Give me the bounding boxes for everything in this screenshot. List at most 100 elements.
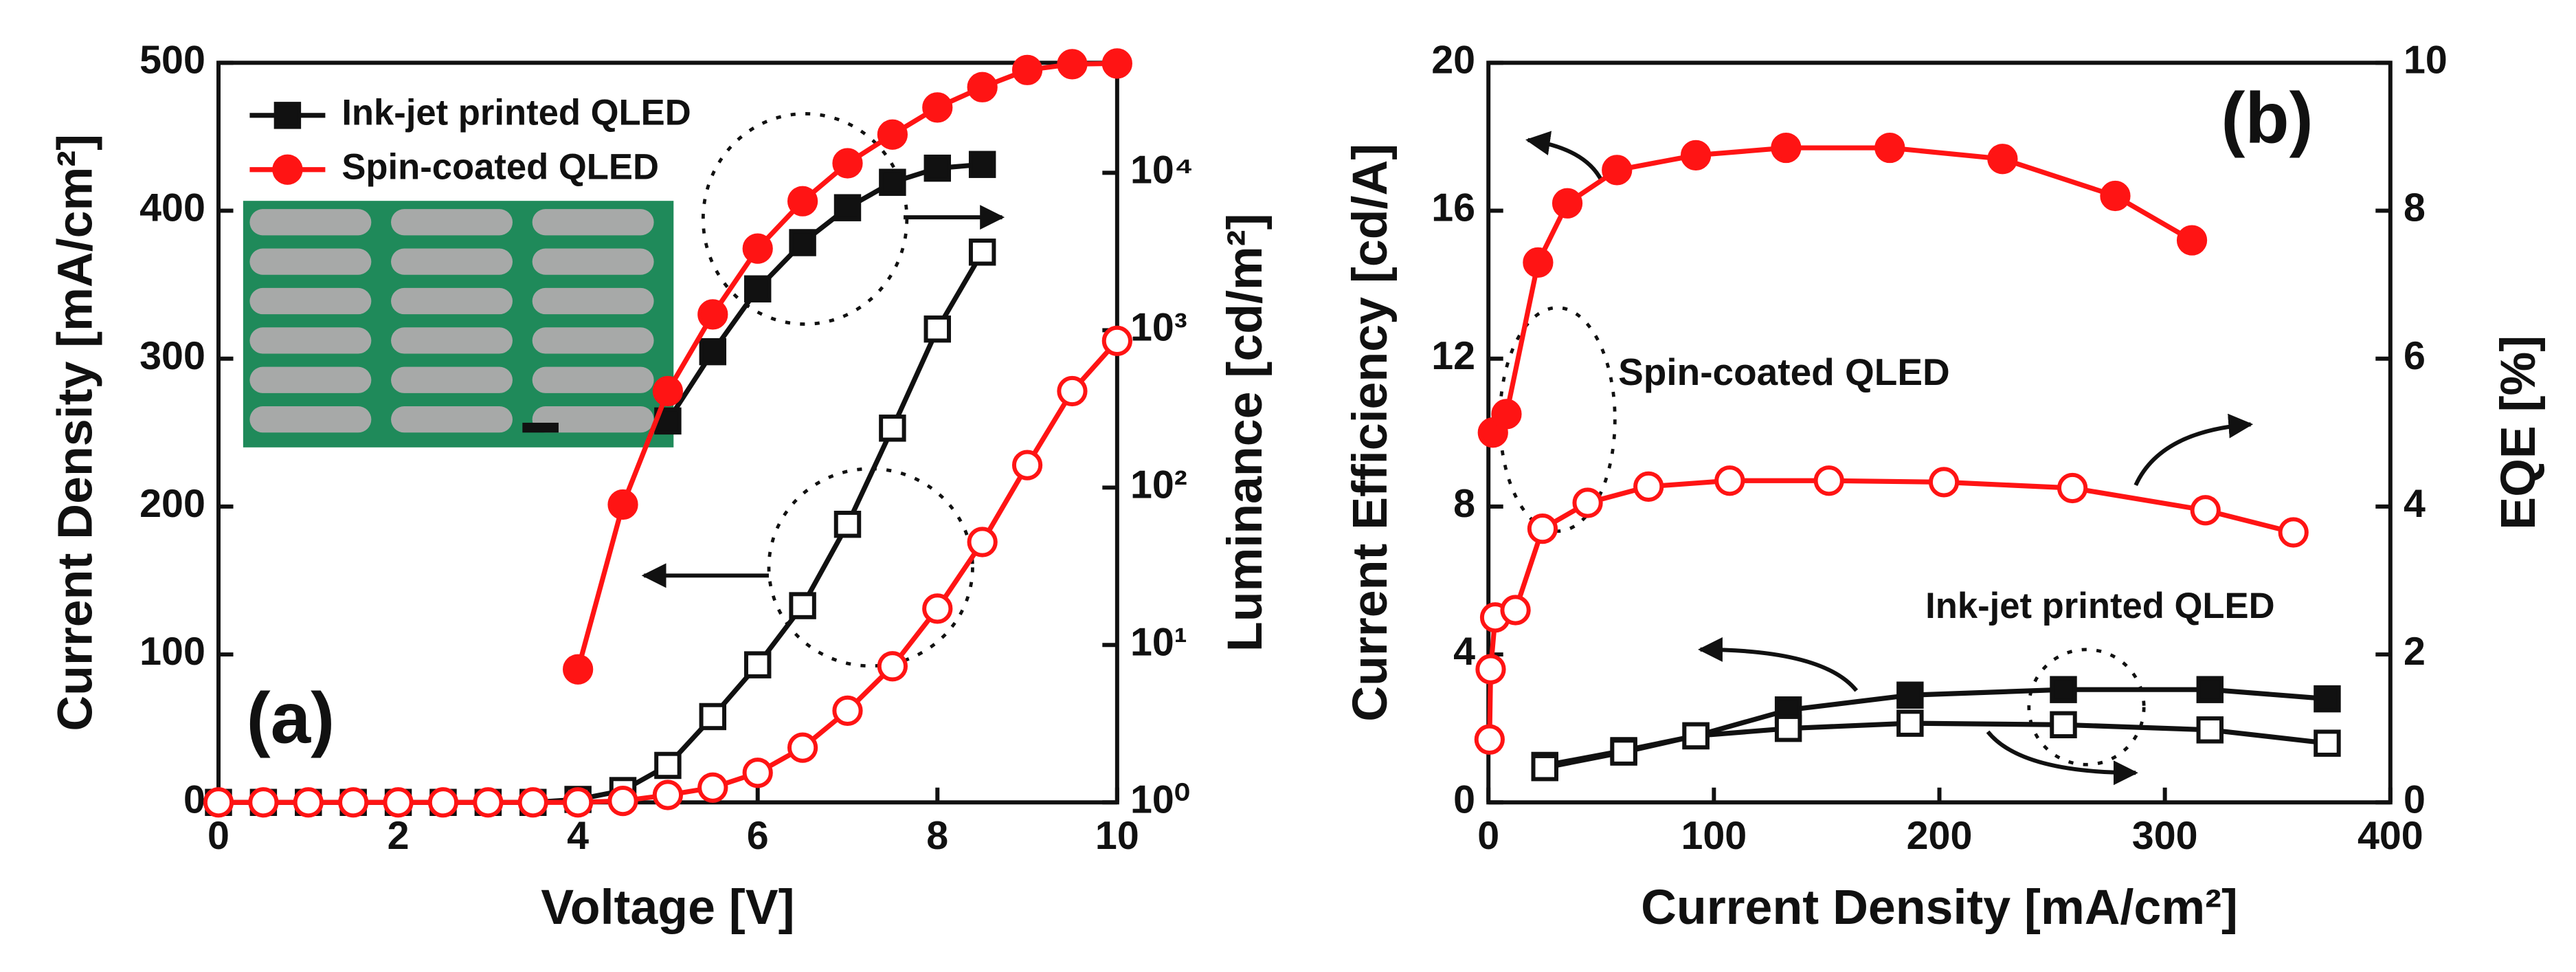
marker bbox=[517, 787, 548, 818]
y-axis-label: Current Efficiency [cd/A] bbox=[1343, 144, 1398, 722]
marker bbox=[742, 758, 773, 788]
marker bbox=[968, 239, 996, 266]
annotation: (b) bbox=[2221, 78, 2313, 159]
x-tick-label: 200 bbox=[1907, 814, 1973, 858]
marker bbox=[832, 148, 863, 179]
annotation: Spin-coated QLED bbox=[1618, 351, 1950, 393]
marker bbox=[1874, 132, 1905, 164]
y2-tick-label: 10⁴ bbox=[1130, 148, 1194, 192]
y2-tick-label: 10¹ bbox=[1130, 620, 1187, 664]
x-tick-label: 400 bbox=[2357, 814, 2423, 858]
marker bbox=[1011, 54, 1043, 85]
marker bbox=[787, 186, 818, 217]
y-tick-label: 100 bbox=[139, 630, 205, 674]
x-tick-label: 100 bbox=[1681, 814, 1747, 858]
marker bbox=[877, 651, 908, 682]
y2-tick-label: 10² bbox=[1130, 463, 1187, 507]
y-tick-label: 16 bbox=[1431, 186, 1475, 230]
marker bbox=[338, 787, 369, 818]
x-tick-label: 0 bbox=[1477, 814, 1499, 858]
y-tick-label: 12 bbox=[1431, 334, 1475, 378]
y-tick-label: 8 bbox=[1453, 482, 1475, 526]
legend-label: Spin-coated QLED bbox=[341, 147, 659, 188]
x-tick-label: 4 bbox=[567, 814, 589, 858]
y2-tick-label: 2 bbox=[2404, 630, 2426, 674]
marker bbox=[1987, 144, 2018, 175]
y-tick-label: 4 bbox=[1453, 630, 1475, 674]
marker bbox=[563, 787, 594, 818]
marker bbox=[743, 651, 772, 678]
y-tick-label: 0 bbox=[1453, 777, 1475, 821]
annotation-shapes bbox=[641, 112, 2254, 786]
marker bbox=[1474, 724, 1505, 755]
marker bbox=[879, 415, 906, 442]
legend-label: Ink-jet printed QLED bbox=[341, 93, 691, 133]
marker bbox=[1527, 513, 1558, 544]
marker bbox=[1531, 753, 1558, 782]
y2-tick-label: 6 bbox=[2404, 334, 2426, 378]
inset-micrograph bbox=[243, 201, 674, 448]
y2-tick-label: 4 bbox=[2404, 482, 2426, 526]
marker bbox=[1057, 49, 1088, 80]
marker bbox=[1057, 375, 1088, 407]
x-tick-label: 8 bbox=[926, 814, 948, 858]
marker bbox=[923, 154, 951, 182]
marker bbox=[1552, 188, 1583, 219]
x-axis-label: Current Density [mA/cm²] bbox=[1641, 880, 2238, 935]
marker bbox=[699, 703, 727, 731]
marker bbox=[654, 751, 682, 780]
annotation: Ink-jet printed QLED bbox=[1925, 586, 2274, 626]
marker bbox=[1523, 247, 1554, 278]
marker bbox=[1633, 471, 1664, 502]
marker bbox=[699, 338, 727, 366]
y-axis-label: Current Density [mA/cm²] bbox=[48, 134, 103, 731]
marker bbox=[879, 168, 906, 196]
marker bbox=[607, 489, 638, 520]
marker bbox=[922, 92, 953, 123]
y-tick-label: 20 bbox=[1431, 38, 1475, 82]
marker bbox=[2196, 716, 2224, 744]
marker bbox=[1680, 140, 1712, 170]
marker bbox=[607, 785, 638, 817]
legend-marker bbox=[273, 102, 302, 129]
marker bbox=[968, 151, 996, 178]
marker bbox=[1011, 450, 1043, 481]
marker bbox=[2196, 676, 2224, 703]
marker bbox=[2190, 495, 2221, 526]
marker bbox=[1610, 738, 1637, 766]
marker bbox=[1682, 722, 1710, 750]
marker bbox=[293, 787, 324, 818]
marker bbox=[2100, 180, 2131, 212]
y2-tick-label: 10 bbox=[2404, 38, 2448, 82]
marker bbox=[473, 787, 504, 818]
marker bbox=[2050, 711, 2077, 739]
y-tick-label: 400 bbox=[139, 186, 205, 230]
marker bbox=[1475, 654, 1506, 685]
marker bbox=[248, 787, 279, 818]
y2-tick-label: 8 bbox=[2404, 186, 2426, 230]
marker bbox=[2278, 517, 2309, 548]
marker bbox=[877, 119, 908, 150]
marker bbox=[789, 592, 816, 619]
y2-tick-label: 0 bbox=[2404, 777, 2426, 821]
marker bbox=[1101, 325, 1132, 356]
marker bbox=[743, 275, 772, 302]
marker bbox=[2314, 685, 2341, 713]
marker bbox=[2050, 676, 2077, 703]
x-axis-label: Voltage [V] bbox=[541, 880, 794, 935]
marker bbox=[967, 527, 998, 557]
marker bbox=[652, 375, 684, 407]
marker bbox=[1714, 465, 1745, 496]
series-line bbox=[665, 162, 983, 423]
x-tick-label: 300 bbox=[2132, 814, 2198, 858]
marker bbox=[742, 233, 773, 264]
y2-axis-label: EQE [%] bbox=[2491, 335, 2546, 530]
marker bbox=[922, 593, 953, 624]
marker bbox=[833, 194, 862, 221]
marker bbox=[2057, 472, 2088, 504]
marker bbox=[832, 695, 863, 726]
marker bbox=[1491, 399, 1522, 430]
marker bbox=[203, 787, 234, 818]
marker bbox=[789, 229, 816, 256]
